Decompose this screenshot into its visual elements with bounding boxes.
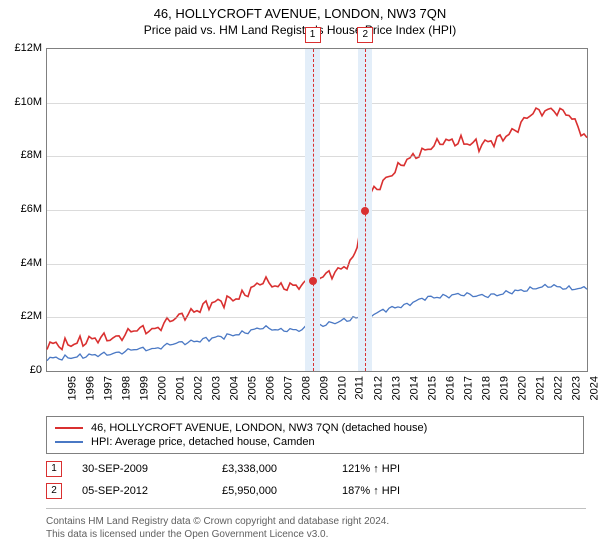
event-pct: 121% ↑ HPI: [342, 463, 462, 475]
legend-label: HPI: Average price, detached house, Camd…: [91, 436, 315, 448]
plot-area: 12: [46, 48, 588, 372]
x-tick-label: 2024: [588, 376, 600, 400]
event-num-box: 1: [305, 27, 321, 43]
x-tick-label: 2019: [498, 376, 510, 400]
x-tick-label: 1999: [138, 376, 150, 400]
x-tick-label: 2002: [192, 376, 204, 400]
x-tick-label: 1998: [120, 376, 132, 400]
x-tick-label: 2008: [300, 376, 312, 400]
event-line: [313, 49, 314, 371]
footer-line-2: This data is licensed under the Open Gov…: [46, 528, 586, 541]
sale-marker: [361, 207, 369, 215]
event-row-num: 2: [46, 483, 62, 499]
legend-swatch: [55, 441, 83, 443]
event-pct: 187% ↑ HPI: [342, 485, 462, 497]
event-date: 05-SEP-2012: [82, 485, 222, 497]
legend-item: 46, HOLLYCROFT AVENUE, LONDON, NW3 7QN (…: [55, 421, 575, 435]
x-tick-label: 2015: [426, 376, 438, 400]
event-date: 30-SEP-2009: [82, 463, 222, 475]
legend-box: 46, HOLLYCROFT AVENUE, LONDON, NW3 7QN (…: [46, 416, 584, 454]
y-tick-label: £2M: [0, 310, 42, 322]
x-tick-label: 2009: [318, 376, 330, 400]
legend-swatch: [55, 427, 83, 429]
event-num-box: 2: [357, 27, 373, 43]
legend-item: HPI: Average price, detached house, Camd…: [55, 435, 575, 449]
x-tick-label: 2004: [228, 376, 240, 400]
y-tick-label: £10M: [0, 96, 42, 108]
x-tick-label: 1997: [102, 376, 114, 400]
x-tick-label: 2003: [210, 376, 222, 400]
event-price: £5,950,000: [222, 485, 342, 497]
x-tick-label: 2010: [336, 376, 348, 400]
x-tick-label: 2022: [552, 376, 564, 400]
legend-label: 46, HOLLYCROFT AVENUE, LONDON, NW3 7QN (…: [91, 422, 427, 434]
x-tick-label: 2006: [264, 376, 276, 400]
x-tick-label: 2013: [390, 376, 402, 400]
x-tick-label: 2012: [372, 376, 384, 400]
x-tick-label: 2020: [516, 376, 528, 400]
chart-subtitle: Price paid vs. HM Land Registry's House …: [0, 21, 600, 41]
x-tick-label: 2000: [156, 376, 168, 400]
x-tick-label: 2018: [480, 376, 492, 400]
event-row-num: 1: [46, 461, 62, 477]
event-price: £3,338,000: [222, 463, 342, 475]
event-table: 1 30-SEP-2009£3,338,000121% ↑ HPI 2 05-SEP-…: [46, 458, 586, 502]
chart-container: 46, HOLLYCROFT AVENUE, LONDON, NW3 7QN P…: [0, 0, 600, 560]
x-tick-label: 2014: [408, 376, 420, 400]
footer-line-1: Contains HM Land Registry data © Crown c…: [46, 515, 586, 528]
chart-title: 46, HOLLYCROFT AVENUE, LONDON, NW3 7QN: [0, 0, 600, 21]
x-tick-label: 2007: [282, 376, 294, 400]
x-tick-label: 1995: [66, 376, 78, 400]
y-tick-label: £6M: [0, 203, 42, 215]
x-tick-label: 2021: [534, 376, 546, 400]
x-tick-label: 2005: [246, 376, 258, 400]
y-tick-label: £12M: [0, 42, 42, 54]
x-tick-label: 1996: [84, 376, 96, 400]
y-tick-label: £8M: [0, 149, 42, 161]
y-tick-label: £0: [0, 364, 42, 376]
sale-marker: [309, 277, 317, 285]
x-tick-label: 2011: [354, 376, 366, 400]
x-tick-label: 2016: [444, 376, 456, 400]
y-tick-label: £4M: [0, 257, 42, 269]
x-tick-label: 2017: [462, 376, 474, 400]
x-tick-label: 2023: [570, 376, 582, 400]
footer-text: Contains HM Land Registry data © Crown c…: [46, 508, 586, 541]
event-row: 2 05-SEP-2012£5,950,000187% ↑ HPI: [46, 480, 586, 502]
x-tick-label: 2001: [174, 376, 186, 400]
event-row: 1 30-SEP-2009£3,338,000121% ↑ HPI: [46, 458, 586, 480]
